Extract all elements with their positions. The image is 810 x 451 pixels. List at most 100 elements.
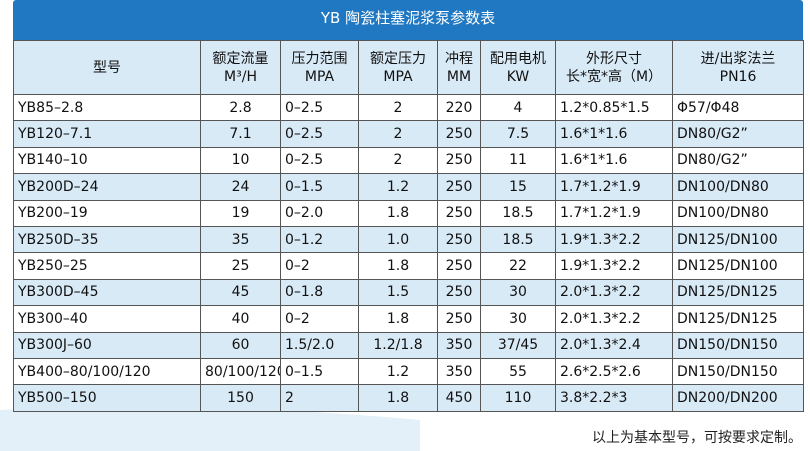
table-cell: 4	[480, 93, 556, 122]
header-cell: 压力范围 MPA	[280, 40, 359, 95]
table-cell: 1.6*1*1.6	[555, 120, 673, 148]
table-row: YB500–150 150 2 1.8 450 110 3.8*2.2*3 DN200/DN2…	[13, 384, 804, 412]
table-cell: 25	[200, 252, 281, 280]
footnote: 以上为基本型号，可按要求定制。	[592, 430, 802, 446]
swoosh	[0, 406, 420, 451]
header-cell: 配用电机 KW	[480, 40, 556, 95]
decoration	[0, 406, 420, 451]
table-cell: 2	[280, 384, 359, 412]
table-cell: 2.0*1.3*2.2	[555, 278, 673, 307]
table-cell: 2	[358, 93, 438, 122]
table-cell: 45	[200, 278, 281, 307]
table-cell: 250	[437, 199, 481, 227]
table-cell: 1.9*1.3*2.2	[555, 252, 673, 280]
table-row: YB120–7.1 7.1 0–2.5 2 250 7.5 1.6*1*1.6 DN80/G2…	[13, 120, 804, 148]
table-cell: 0–2	[280, 252, 359, 280]
table-cell: 0–1.5	[280, 173, 359, 201]
table-cell: YB500–150	[13, 384, 201, 412]
table-cell: 55	[480, 357, 556, 386]
spec-sheet: YB 陶瓷柱塞泥浆泵参数表 型号 额定流量 M³/H 压力范围 MPA 额定压力 MPA 冲程…	[13, 0, 804, 412]
table-row: YB300J–60 60 1.5/2.0 1.2/1.8 350 37/45 2.0*1.3…	[13, 331, 804, 359]
table-cell: 1.0	[358, 225, 438, 254]
table-cell: 1.8	[358, 384, 438, 412]
header-line: 压力范围	[291, 50, 348, 67]
header-row: 型号 额定流量 M³/H 压力范围 MPA 额定压力 MPA 冲程 MM 配用电机 KW 外形尺寸 长*…	[13, 40, 804, 95]
header-line: PN16	[719, 68, 757, 85]
table-cell: DN80/G2”	[672, 146, 804, 175]
table-cell: 18.5	[480, 199, 556, 227]
header-line: 冲程	[445, 50, 473, 67]
table-cell: DN150/DN150	[672, 331, 804, 359]
table-cell: 250	[437, 305, 481, 333]
table-cell: 10	[200, 146, 281, 175]
table-cell: 30	[480, 305, 556, 333]
table-row: YB250D–35 35 0–1.2 1.0 250 18.5 1.9*1.3*2.2 DN1…	[13, 225, 804, 254]
table-cell: 22	[480, 252, 556, 280]
table-cell: 0–1.8	[280, 278, 359, 307]
table-cell: 250	[437, 278, 481, 307]
table-cell: 60	[200, 331, 281, 359]
table-cell: 1.5	[358, 278, 438, 307]
table-row: YB85–2.8 2.8 0–2.5 2 220 4 1.2*0.85*1.5 Φ57/Φ48	[13, 93, 804, 122]
table-row: YB200D–24 24 0–1.5 1.2 250 15 1.7*1.2*1.9 DN100…	[13, 173, 804, 201]
table-cell: 350	[437, 331, 481, 359]
header-line: M³/H	[224, 68, 257, 85]
header-cell: 外形尺寸 长*宽*高（M）	[555, 40, 673, 95]
table-cell: 30	[480, 278, 556, 307]
table-cell: YB250–25	[13, 252, 201, 280]
table-cell: 1.2	[358, 173, 438, 201]
table-cell: 250	[437, 252, 481, 280]
table-cell: 19	[200, 199, 281, 227]
table-cell: 1.8	[358, 252, 438, 280]
table-cell: YB200D–24	[13, 173, 201, 201]
table-cell: 450	[437, 384, 481, 412]
table-cell: 0–2.5	[280, 146, 359, 175]
table-cell: 37/45	[480, 331, 556, 359]
table-cell: 0–2.5	[280, 93, 359, 122]
table-cell: 7.1	[200, 120, 281, 148]
table-cell: 2.8	[200, 93, 281, 122]
table-cell: 0–2.0	[280, 199, 359, 227]
table-cell: 3.8*2.2*3	[555, 384, 673, 412]
table-cell: DN80/G2”	[672, 120, 804, 148]
table-cell: 2.6*2.5*2.6	[555, 357, 673, 386]
table-cell: 0–1.5	[280, 357, 359, 386]
header-line: MM	[446, 68, 472, 85]
header-line: KW	[506, 68, 530, 85]
table-cell: 1.2	[358, 357, 438, 386]
table-cell: 11	[480, 146, 556, 175]
table-cell: 2.0*1.3*2.2	[555, 305, 673, 333]
table-cell: 150	[200, 384, 281, 412]
table-cell: YB300–40	[13, 305, 201, 333]
table-cell: 24	[200, 173, 281, 201]
header-line: 长*宽*高（M）	[565, 68, 663, 85]
table-cell: 80/100/120	[200, 357, 281, 386]
table-cell: 15	[480, 173, 556, 201]
header-line: 配用电机	[490, 50, 546, 67]
table-cell: DN125/DN125	[672, 305, 804, 333]
header-line: 型号	[93, 59, 121, 76]
header-line: 额定压力	[370, 50, 426, 67]
table-cell: YB300J–60	[13, 331, 201, 359]
table-cell: YB250D–35	[13, 225, 201, 254]
table-cell: 1.8	[358, 305, 438, 333]
table-cell: 250	[437, 173, 481, 201]
table-cell: YB120–7.1	[13, 120, 201, 148]
header-cell: 冲程 MM	[437, 40, 481, 95]
header-cell: 额定流量 M³/H	[200, 40, 281, 95]
table-row: YB400–80/100/120 80/100/120 0–1.5 1.2 350 55 2…	[13, 357, 804, 386]
table-cell: YB85–2.8	[13, 93, 201, 122]
table-row: YB200–19 19 0–2.0 1.8 250 18.5 1.7*1.2*1.9 DN10…	[13, 199, 804, 227]
table-cell: DN100/DN80	[672, 199, 804, 227]
table-cell: DN100/DN80	[672, 173, 804, 201]
header-cell: 额定压力 MPA	[358, 40, 438, 95]
table-cell: DN150/DN150	[672, 357, 804, 386]
table-cell: 18.5	[480, 225, 556, 254]
table-cell: 250	[437, 225, 481, 254]
table-row: YB300D–45 45 0–1.8 1.5 250 30 2.0*1.3*2.2 DN125…	[13, 278, 804, 307]
table-cell: 1.2*0.85*1.5	[555, 93, 673, 122]
spec-table: 型号 额定流量 M³/H 压力范围 MPA 额定压力 MPA 冲程 MM 配用电机 KW 外形尺寸 长*…	[13, 40, 804, 412]
table-cell: 1.7*1.2*1.9	[555, 173, 673, 201]
header-line: MPA	[304, 68, 335, 85]
